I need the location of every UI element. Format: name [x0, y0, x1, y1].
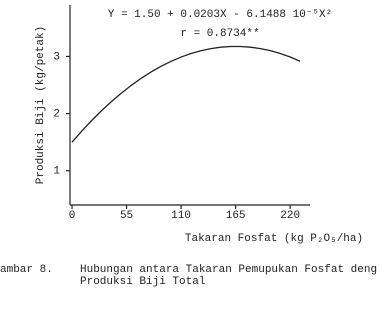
- correlation: r = 0.8734**: [180, 28, 259, 40]
- equation: Y = 1.50 + 0.0203X - 6.1488 10⁻⁵X²: [108, 9, 332, 21]
- caption-line: Produksi Biji Total: [80, 276, 205, 288]
- caption-label: ambar 8.: [0, 264, 53, 276]
- caption-line: Hubungan antara Takaran Pemupukan Fosfat…: [80, 264, 377, 276]
- x-tick-label: 110: [171, 210, 191, 222]
- y-tick-label: 1: [53, 166, 60, 178]
- x-tick-label: 55: [120, 210, 133, 222]
- x-axis-label: Takaran Fosfat (kg P₂O₅/ha): [185, 233, 363, 245]
- y-axis-label: Produksi Biji (kg/petak): [35, 26, 47, 184]
- y-tick-label: 2: [53, 108, 60, 120]
- x-tick-label: 0: [69, 210, 76, 222]
- y-tick-label: 3: [53, 51, 60, 63]
- x-tick-label: 220: [280, 210, 300, 222]
- curve: [71, 45, 301, 143]
- x-tick-label: 165: [226, 210, 246, 222]
